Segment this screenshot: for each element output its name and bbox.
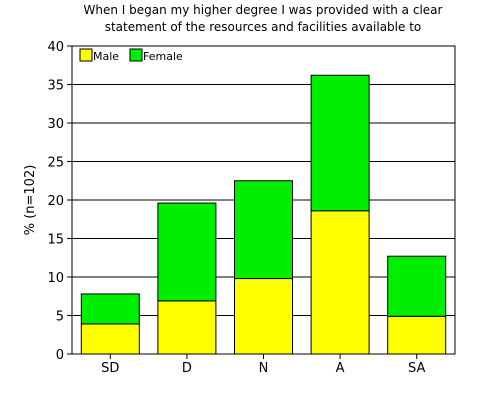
- y-tick-label: 15: [47, 233, 64, 248]
- bar-female-sa: [387, 255, 447, 317]
- bar-male-sa: [387, 315, 447, 355]
- legend-swatch-female: [129, 48, 143, 62]
- bar-male-a: [310, 210, 370, 355]
- legend-label-male: Male: [93, 50, 119, 63]
- y-axis-label: % (n=102): [23, 165, 38, 236]
- legend-swatch-male: [79, 48, 93, 62]
- y-tick-label: 5: [56, 310, 64, 325]
- bar-female-n: [234, 180, 293, 280]
- y-tick-label: 40: [47, 40, 64, 55]
- x-tick-label: A: [336, 361, 345, 376]
- y-tick-label: 30: [47, 117, 64, 132]
- x-tick-label: SD: [101, 361, 119, 376]
- legend: Male Female: [79, 48, 183, 63]
- y-tick-label: 25: [47, 156, 64, 171]
- x-tick-label: D: [182, 361, 192, 376]
- y-tick-label: 35: [47, 79, 64, 94]
- legend-label-female: Female: [143, 50, 183, 63]
- chart-title-line1: When I began my higher degree I was prov…: [84, 3, 443, 17]
- x-axis: SD D N A SA: [101, 354, 425, 376]
- bar-female-d: [157, 202, 217, 302]
- y-tick-label: 20: [47, 194, 64, 209]
- chart-title-line2: statement of the resources and facilitie…: [105, 20, 422, 34]
- bar-male-n: [234, 278, 293, 355]
- bar-female-a: [310, 74, 370, 212]
- bars: [80, 74, 447, 355]
- y-axis: 0 5 10 15 20 25 30 35 40: [47, 40, 72, 363]
- bar-male-sd: [80, 323, 140, 355]
- y-tick-label: 10: [47, 271, 64, 286]
- bar-male-d: [157, 300, 217, 355]
- x-tick-label: N: [259, 361, 269, 376]
- bar-female-sd: [80, 293, 140, 325]
- y-tick-label: 0: [56, 348, 64, 363]
- x-tick-label: SA: [408, 361, 425, 376]
